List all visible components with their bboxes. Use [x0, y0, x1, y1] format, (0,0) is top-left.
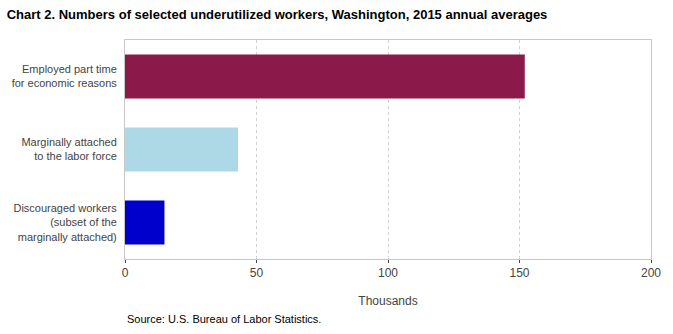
svg-text:200: 200 [641, 266, 661, 280]
svg-text:50: 50 [250, 266, 264, 280]
svg-text:Source: U.S. Bureau of Labor S: Source: U.S. Bureau of Labor Statistics. [127, 313, 321, 325]
svg-text:Chart 2. Numbers of selected u: Chart 2. Numbers of selected underutiliz… [7, 7, 548, 22]
svg-text:Thousands: Thousands [358, 294, 417, 308]
svg-text:Discouraged workers(subset of: Discouraged workers(subset of themargina… [13, 202, 117, 243]
svg-text:100: 100 [378, 266, 398, 280]
svg-text:0: 0 [122, 266, 129, 280]
svg-text:Marginally attachedto the labo: Marginally attachedto the labor force [21, 136, 116, 162]
svg-text:Employed part timefor economic: Employed part timefor economic reasons [12, 63, 118, 89]
svg-text:150: 150 [509, 266, 529, 280]
